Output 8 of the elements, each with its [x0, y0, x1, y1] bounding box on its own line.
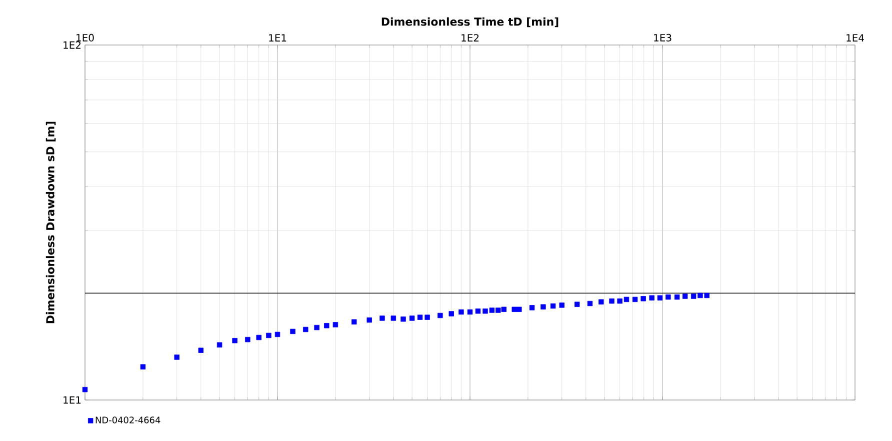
x-tick-label: 1E4 [846, 34, 864, 42]
x-tick-label: 1E0 [76, 34, 94, 42]
x-axis-title: Dimensionless Time tD [min] [382, 17, 558, 28]
x-tick-label: 1E2 [462, 34, 478, 42]
x-tick-label: 1E1 [269, 34, 286, 42]
x-tick-label: 1E3 [654, 34, 672, 42]
y-axis-title: Dimensionless Drawdown sD [m] [46, 122, 56, 324]
legend-label: ND-0402-4664 [96, 416, 160, 424]
